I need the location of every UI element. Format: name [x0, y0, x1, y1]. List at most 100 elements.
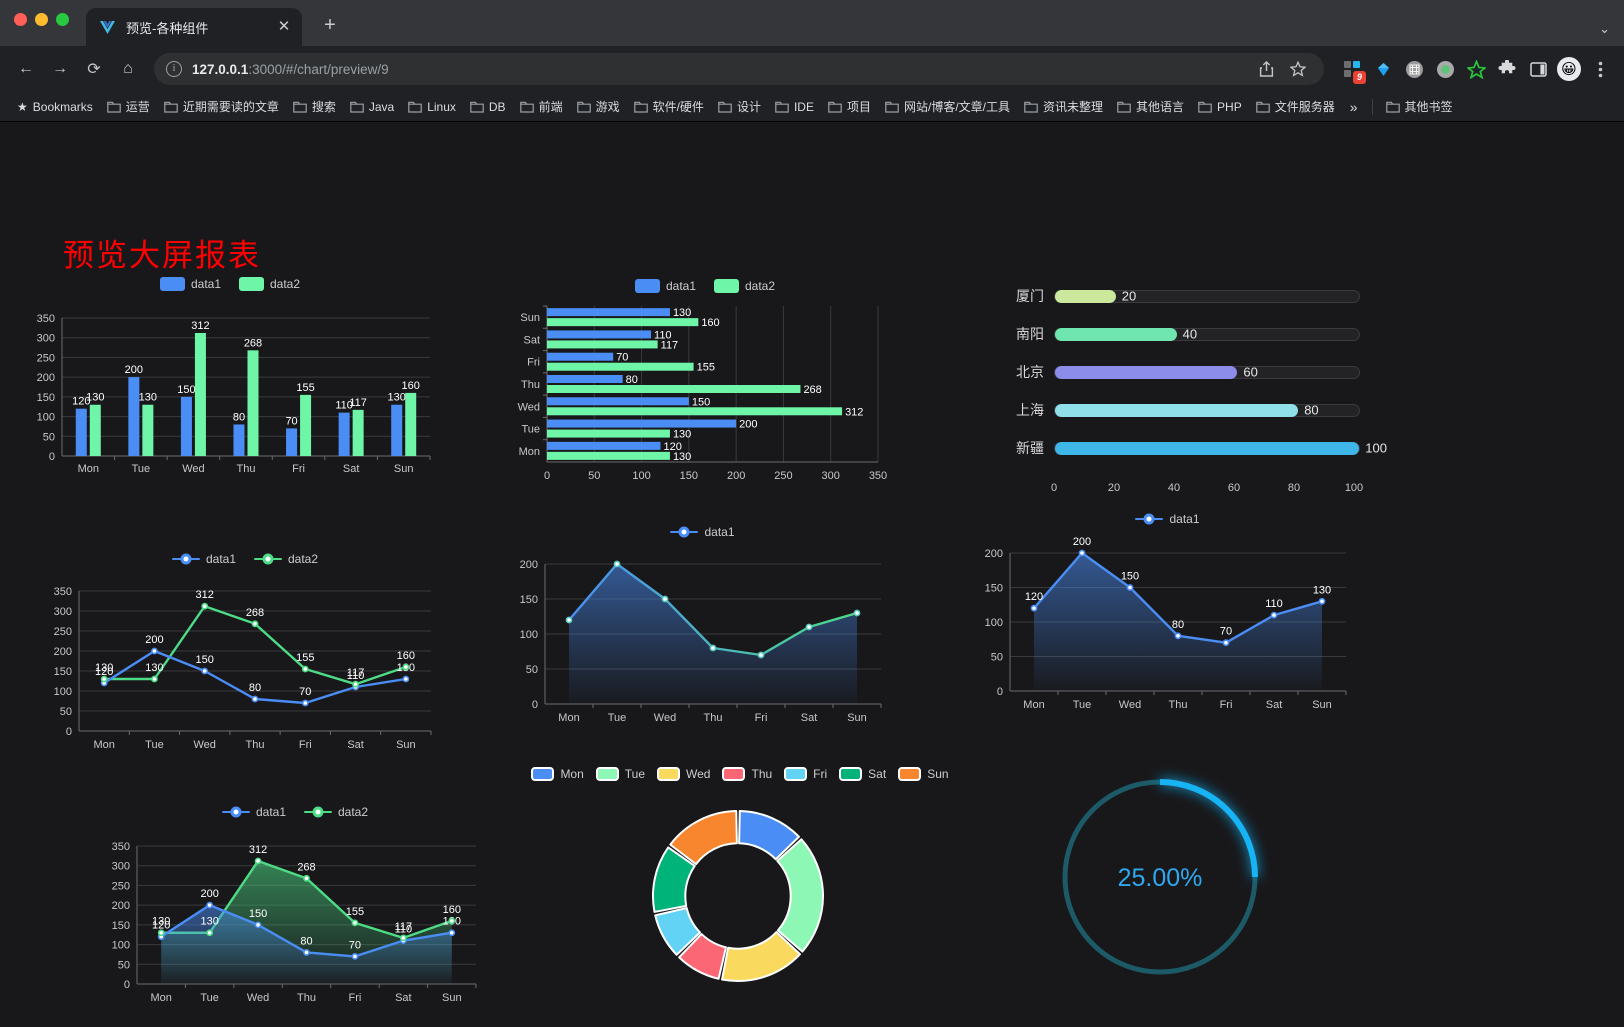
legend-item[interactable]: data1	[221, 805, 286, 819]
svg-text:120: 120	[72, 396, 90, 408]
legend-swatch	[784, 767, 808, 781]
bookmark-folder[interactable]: 前端	[513, 95, 570, 118]
progress-value: 40	[1182, 326, 1198, 342]
site-info-icon[interactable]: i	[166, 61, 182, 77]
legend-item[interactable]: data2	[254, 552, 318, 566]
address-bar[interactable]: i 127.0.0.1:3000/#/chart/preview/9	[154, 53, 1324, 85]
progress-fill	[1055, 403, 1299, 417]
tab-close-icon[interactable]: ✕	[277, 18, 291, 35]
bar-chart-vertical[interactable]: 050100150200250300350Mon120130Tue200130W…	[20, 296, 440, 486]
bookmark-folder[interactable]: PHP	[1191, 97, 1249, 117]
legend-item[interactable]: Fri	[784, 767, 827, 781]
legend-item[interactable]: Wed	[657, 767, 710, 781]
gauge-chart[interactable]: 25.00%	[1045, 757, 1275, 992]
back-button[interactable]: ←	[18, 60, 34, 77]
puzzle-extension-icon[interactable]	[1493, 55, 1521, 83]
bookmark-folder[interactable]: 项目	[821, 95, 878, 118]
bookmark-folder[interactable]: 网站/博客/文章/工具	[878, 95, 1017, 118]
legend-item[interactable]: data1	[670, 525, 735, 539]
svg-text:200: 200	[37, 372, 55, 384]
window-traffic-lights[interactable]	[14, 13, 69, 26]
share-icon[interactable]	[1252, 55, 1280, 83]
line-chart-basic[interactable]: 0 50 100 150 200 250 300 350 Mon Tue Wed Thu Fri Sat S…	[35, 571, 445, 761]
legend-swatch	[839, 767, 863, 781]
legend-label: data1	[190, 277, 221, 291]
minimize-window-button[interactable]	[35, 13, 48, 26]
chart-panel-area-stacked: data1 data2 0 50 100 150 200 250 300 350 Mon Tue W…	[95, 800, 495, 1015]
legend-item[interactable]: data1	[1135, 512, 1200, 526]
legend-item[interactable]: Thu	[722, 767, 772, 781]
close-window-button[interactable]	[14, 13, 27, 26]
pie-slice	[776, 838, 824, 953]
area-chart-stacked[interactable]: 0 50 100 150 200 250 300 350 Mon Tue Wed Thu Fri Sat S…	[95, 824, 490, 1014]
legend-item[interactable]: Sun	[898, 767, 949, 781]
line-chart-gradient[interactable]: 0 50 100 150 200 Mon Tue Wed Thu Fri Sat Sun	[505, 544, 895, 734]
svg-text:250: 250	[112, 880, 130, 892]
progress-bar-row[interactable]: 北京 60	[1000, 353, 1360, 391]
home-button[interactable]: ⌂	[123, 60, 133, 77]
bookmark-folder[interactable]: Java	[343, 97, 401, 117]
bookmarks-root[interactable]: ★ Bookmarks	[10, 97, 100, 117]
bookmark-folder[interactable]: 设计	[711, 95, 768, 118]
bookmark-folder[interactable]: Linux	[401, 97, 463, 117]
svg-text:Fri: Fri	[292, 463, 305, 475]
bookmark-folder[interactable]: 游戏	[570, 95, 627, 118]
profile-avatar[interactable]: 😀	[1555, 55, 1583, 83]
bookmarks-overflow-icon[interactable]: »	[1349, 98, 1358, 115]
progress-value: 100	[1365, 440, 1387, 456]
progress-bar-row[interactable]: 厦门 20	[1000, 277, 1360, 315]
svg-text:312: 312	[196, 589, 214, 601]
bookmark-label: 软件/硬件	[652, 100, 704, 114]
maximize-window-button[interactable]	[56, 13, 69, 26]
donut-chart[interactable]	[530, 786, 950, 1006]
svg-text:70: 70	[299, 686, 311, 698]
chrome-menu-icon[interactable]	[1586, 55, 1614, 83]
bookmark-folder[interactable]: 近期需要读的文章	[157, 95, 286, 118]
legend-item[interactable]: data2	[239, 277, 300, 291]
legend-item[interactable]: Mon	[531, 767, 584, 781]
extension-grid-icon[interactable]: 9	[1338, 55, 1366, 84]
new-tab-button[interactable]: +	[324, 14, 336, 36]
forward-button[interactable]: →	[52, 60, 68, 77]
bookmark-label: 其他语言	[1136, 100, 1185, 114]
bookmark-folder[interactable]: DB	[463, 97, 513, 117]
diamond-icon[interactable]	[1369, 55, 1397, 83]
legend-item[interactable]: data1	[171, 552, 236, 566]
pie-slice	[738, 810, 800, 861]
legend-item[interactable]: data2	[714, 279, 775, 293]
chart-panel-line-gradient: data1 0 50 100 150 200 Mon Tue Wed Thu Fri Sat Sun	[505, 520, 900, 735]
legend-item[interactable]: data1	[159, 277, 221, 291]
green-star-icon[interactable]	[1462, 55, 1490, 83]
bar	[547, 352, 614, 361]
tabstrip-collapse-icon[interactable]: ⌄	[1599, 21, 1610, 36]
bookmark-folder[interactable]: 文件服务器	[1249, 95, 1342, 118]
reload-button[interactable]: ⟳	[87, 61, 101, 78]
side-panel-icon[interactable]	[1524, 55, 1552, 83]
svg-text:130: 130	[86, 392, 104, 404]
legend-item[interactable]: data2	[304, 805, 368, 819]
progress-bar-row[interactable]: 南阳 40	[1000, 315, 1360, 353]
data-point	[1078, 549, 1086, 557]
progress-bar-row[interactable]: 新疆 100	[1000, 429, 1387, 467]
bookmark-folder[interactable]: IDE	[768, 97, 821, 117]
status-circle-icon[interactable]	[1431, 55, 1459, 83]
bookmark-folder[interactable]: 其他语言	[1110, 95, 1191, 118]
svg-text:0: 0	[124, 979, 130, 991]
area-chart-single[interactable]: 0 50 100 150 200 Mon Tue Wed Thu Fri Sat Sun 120 200 1…	[970, 531, 1360, 721]
legend-item[interactable]: Sat	[839, 767, 886, 781]
progress-bar-row[interactable]: 上海 80	[1000, 391, 1360, 429]
bookmark-star-icon[interactable]	[1284, 55, 1312, 83]
other-bookmarks-folder[interactable]: 其他书签	[1379, 95, 1460, 118]
data-point	[100, 675, 108, 683]
bookmark-folder[interactable]: 软件/硬件	[627, 95, 711, 118]
bookmark-folder[interactable]: 资讯未整理	[1017, 95, 1110, 118]
legend-item[interactable]: Tue	[595, 767, 645, 781]
browser-tab[interactable]: 预览-各种组件 ✕	[86, 8, 302, 46]
svg-text:0: 0	[544, 470, 550, 482]
bookmark-folder[interactable]: 搜索	[286, 95, 343, 118]
legend-item[interactable]: data1	[634, 279, 696, 293]
bookmark-folder[interactable]: 运营	[100, 95, 157, 118]
grid-circle-icon[interactable]	[1400, 55, 1428, 83]
legend-bar-horizontal: data1 data2	[505, 274, 905, 298]
